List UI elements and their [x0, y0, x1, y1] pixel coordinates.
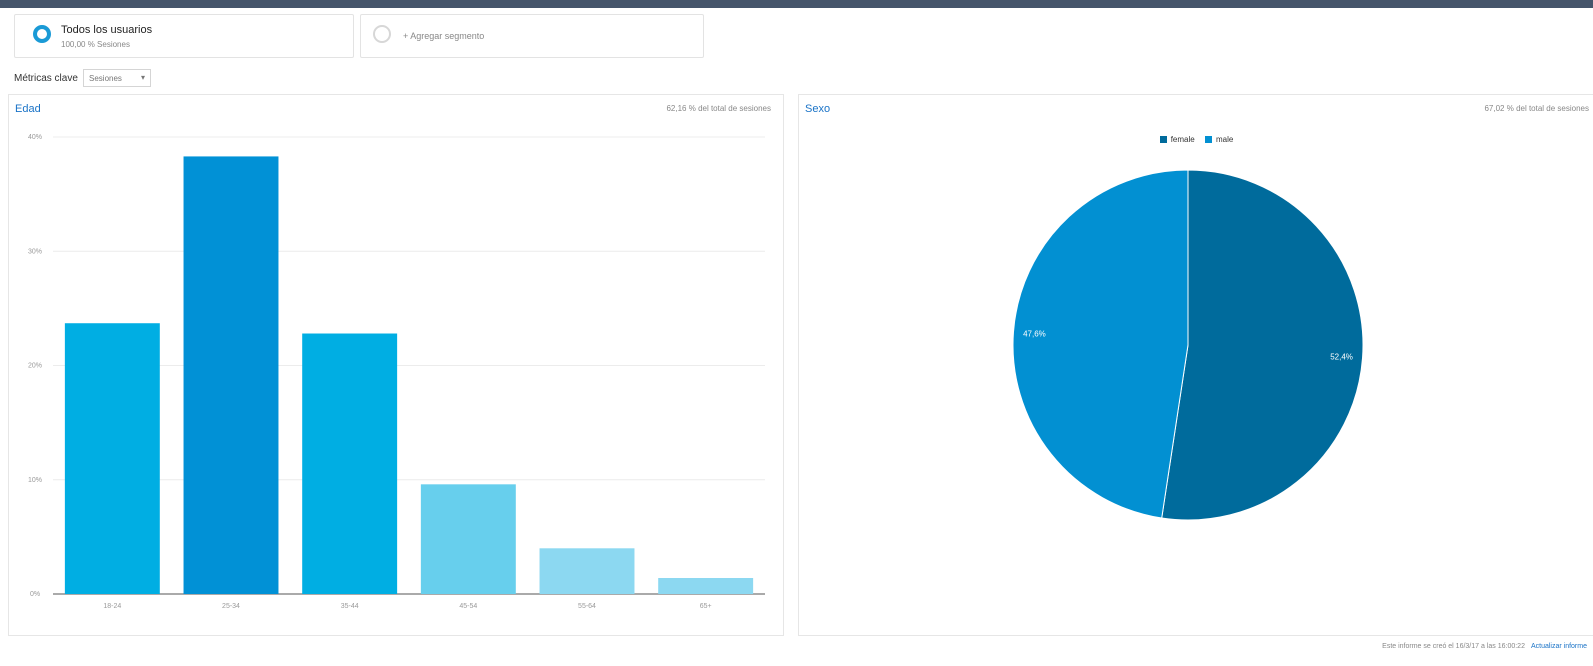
legend-label-female: female	[1170, 135, 1195, 144]
gender-panel-title: Sexo	[805, 103, 831, 115]
y-tick-label: 20%	[28, 363, 42, 370]
key-metrics-label: Métricas clave	[14, 73, 78, 84]
bar-35-44	[302, 333, 398, 594]
bar-55-64	[539, 548, 635, 594]
report-created-text: Este informe se creó el 16/3/17 a las 16…	[1382, 643, 1525, 650]
age-bar-chart: 0% 10% 20% 30% 40% 18-24 25-34 35-44 45-54 55-64 6…	[28, 134, 765, 610]
add-segment-label: + Agregar segmento	[403, 31, 485, 41]
legend-swatch-male	[1204, 136, 1212, 143]
refresh-report-link[interactable]: Actualizar informe	[1530, 643, 1587, 650]
y-tick-label: 30%	[28, 248, 42, 255]
pie-label-male: 47,6%	[1023, 329, 1046, 338]
empty-circle-icon	[373, 25, 391, 43]
age-panel: Edad 62,16 % del total de sesiones 0% 10%…	[8, 94, 784, 636]
bar-18-24	[64, 323, 160, 594]
legend-item-female[interactable]: female	[1159, 135, 1195, 144]
segment-title: Todos los usuarios	[61, 24, 153, 36]
metrics-dropdown-value: Sesiones	[89, 74, 122, 83]
bar-25-34	[183, 156, 279, 595]
pie-slice-male	[1012, 169, 1189, 519]
bar-45-54	[420, 484, 516, 594]
pie-label-female: 52,4%	[1330, 353, 1353, 362]
caret-down-icon: ▾	[140, 73, 145, 82]
x-tick-label: 35-44	[341, 603, 359, 610]
segment-circle-icon	[33, 25, 51, 43]
segment-subtitle: 100,00 % Sesiones	[61, 40, 130, 49]
gender-pie-chart: 52,4% 47,6%	[1012, 169, 1364, 521]
gender-panel: Sexo 67,02 % del total de sesiones femal…	[798, 94, 1593, 636]
legend-label-male: male	[1215, 135, 1234, 144]
age-panel-title: Edad	[15, 103, 41, 115]
y-tick-label: 0%	[30, 591, 40, 598]
segment-all-users[interactable]: Todos los usuarios 100,00 % Sesiones	[14, 14, 354, 58]
metrics-dropdown[interactable]: Sesiones ▾	[83, 69, 151, 87]
x-tick-label: 18-24	[103, 603, 121, 610]
y-tick-label: 10%	[28, 477, 42, 484]
report-footer: Este informe se creó el 16/3/17 a las 16…	[1382, 643, 1587, 650]
pie-legend: female male	[799, 135, 1593, 144]
pie-slice-female	[1161, 169, 1364, 521]
top-band	[0, 0, 1593, 8]
bar-65+	[658, 578, 754, 594]
legend-swatch-female	[1159, 136, 1167, 143]
x-tick-label: 45-54	[459, 603, 477, 610]
x-tick-label: 25-34	[222, 603, 240, 610]
age-panel-note: 62,16 % del total de sesiones	[666, 104, 771, 113]
x-tick-label: 55-64	[578, 603, 596, 610]
y-tick-label: 40%	[28, 134, 42, 141]
legend-item-male[interactable]: male	[1204, 135, 1234, 144]
segment-bar: Todos los usuarios 100,00 % Sesiones + A…	[0, 8, 1593, 64]
add-segment-button[interactable]: + Agregar segmento	[360, 14, 704, 58]
x-tick-label: 65+	[700, 603, 712, 610]
gender-panel-note: 67,02 % del total de sesiones	[1484, 104, 1589, 113]
